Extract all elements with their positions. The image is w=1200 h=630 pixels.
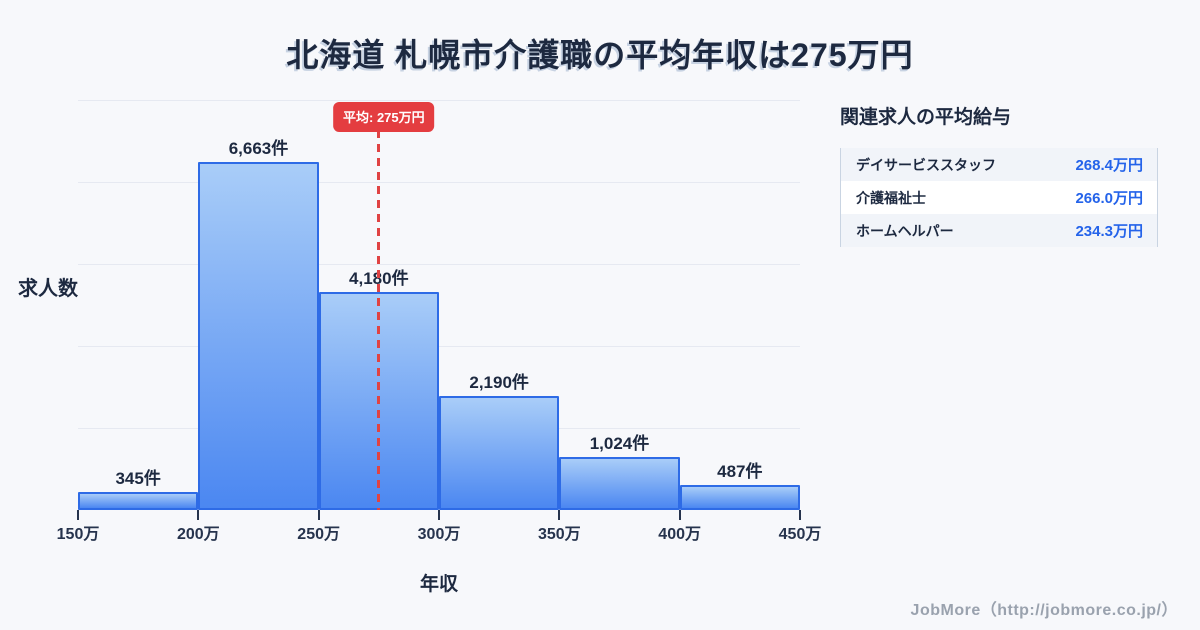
x-axis-label: 年収: [419, 574, 458, 595]
x-tick-mark: [678, 510, 681, 520]
x-tick-label: 400万: [658, 526, 701, 543]
bar-value-label: 1,024件: [589, 434, 650, 453]
related-jobs-table: デイサービススタッフ 268.4万円介護福祉士 266.0万円ホームヘルパー 234.…: [840, 148, 1158, 247]
gridline: [78, 100, 800, 101]
job-name: デイサービススタッフ: [856, 156, 996, 173]
job-salary-value: 234.3万円: [1075, 223, 1143, 240]
job-name: ホームヘルパー: [856, 222, 954, 239]
job-name: 介護福祉士: [856, 189, 926, 206]
x-tick-mark: [197, 510, 200, 520]
x-tick-mark: [317, 510, 320, 520]
x-tick-label: 250万: [297, 526, 340, 543]
bar-value-label: 6,663件: [228, 139, 289, 158]
x-tick-mark: [558, 510, 561, 520]
related-jobs-panel-title: 関連求人の平均給与: [840, 107, 1012, 128]
x-tick-label: 200万: [176, 526, 220, 543]
average-salary-badge: 平均: 275万円: [333, 102, 435, 132]
page-title: 北海道 札幌市介護職の平均年収は275万円: [286, 37, 914, 73]
histogram-bar: 345件: [78, 469, 199, 510]
x-tick-label: 450万: [778, 526, 822, 543]
job-salary-value: 268.4万円: [1075, 157, 1143, 174]
x-tick-label: 300万: [417, 526, 461, 543]
histogram-bar: 487件: [679, 462, 800, 510]
related-job-row: 介護福祉士 266.0万円: [841, 181, 1157, 214]
gridline: [78, 346, 800, 347]
x-tick-mark: [77, 510, 79, 520]
y-axis-label: 求人数: [18, 278, 78, 300]
related-job-row: ホームヘルパー 234.3万円: [841, 214, 1157, 247]
average-salary-line: [377, 130, 381, 510]
related-job-row: デイサービススタッフ 268.4万円: [841, 148, 1157, 181]
histogram-bar: 1,024件: [559, 434, 680, 510]
bar-value-label: 345件: [115, 469, 161, 488]
histogram-bar: 6,663件: [198, 139, 319, 510]
credit-text: JobMore（http://jobmore.co.jp/）: [910, 602, 1178, 619]
job-salary-value: 266.0万円: [1075, 190, 1143, 207]
related-jobs-panel: 関連求人の平均給与 デイサービススタッフ 268.4万円介護福祉士 266.0万円ホ…: [840, 102, 1158, 247]
gridline: [78, 182, 800, 183]
x-tick-mark: [799, 510, 801, 520]
x-tick-label: 350万: [537, 526, 581, 543]
histogram-bar: 2,190件: [439, 373, 560, 510]
x-tick-mark: [438, 510, 440, 520]
bar-value-label: 487件: [717, 462, 763, 481]
x-tick-label: 150万: [56, 526, 100, 543]
gridline: [78, 264, 800, 265]
bar-value-label: 2,190件: [469, 373, 529, 392]
